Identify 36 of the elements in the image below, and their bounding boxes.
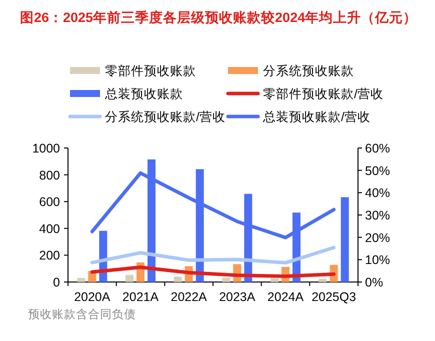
bar bbox=[174, 276, 182, 282]
bar bbox=[340, 197, 349, 282]
legend-label: 零部件预收账款 bbox=[105, 64, 196, 78]
x-tick-label: 2020A bbox=[74, 290, 111, 304]
y-tick-label: 400 bbox=[39, 222, 60, 236]
y-tick-label: 0 bbox=[53, 276, 60, 290]
chart-title: 图26：2025年前三季度各层级预收账款较2024年均上升（亿元） bbox=[20, 9, 418, 25]
x-tick-label: 2021A bbox=[122, 290, 160, 304]
y-tick-label: 600 bbox=[39, 195, 60, 210]
line-series bbox=[90, 246, 336, 265]
legend-label: 总装预收账款/营收 bbox=[262, 110, 370, 124]
x-tick-label: 2022A bbox=[170, 290, 208, 304]
y-tick-label: 800 bbox=[39, 168, 60, 182]
bar bbox=[318, 278, 327, 282]
bar bbox=[270, 278, 278, 282]
x-tick-label: 2025Q3 bbox=[312, 290, 356, 304]
y2-tick-label: 60% bbox=[365, 142, 390, 156]
line-series bbox=[90, 266, 336, 278]
x-tick-label: 2024A bbox=[267, 290, 304, 304]
y2-tick-label: 10% bbox=[365, 253, 390, 268]
bar bbox=[222, 278, 230, 282]
text: 预收账款含合同负债 bbox=[28, 308, 136, 321]
bar bbox=[77, 278, 86, 282]
legend-label: 总装预收账款 bbox=[104, 87, 183, 101]
legend-label: 分系统预收账款 bbox=[263, 64, 354, 78]
legend-label: 零部件预收账款/营收 bbox=[263, 87, 384, 101]
y2-tick-label: 40% bbox=[365, 186, 390, 200]
y-tick-label: 1000 bbox=[32, 142, 60, 156]
y2-tick-label: 50% bbox=[365, 164, 390, 178]
bar bbox=[126, 274, 134, 282]
y2-tick-label: 0% bbox=[365, 276, 384, 290]
y2-tick-label: 20% bbox=[365, 230, 390, 245]
y2-tick-label: 30% bbox=[365, 208, 390, 222]
x-tick-label: 2023A bbox=[219, 290, 256, 304]
y-tick-label: 200 bbox=[39, 248, 60, 263]
legend-label: 分系统预收账款/营收 bbox=[105, 110, 226, 124]
